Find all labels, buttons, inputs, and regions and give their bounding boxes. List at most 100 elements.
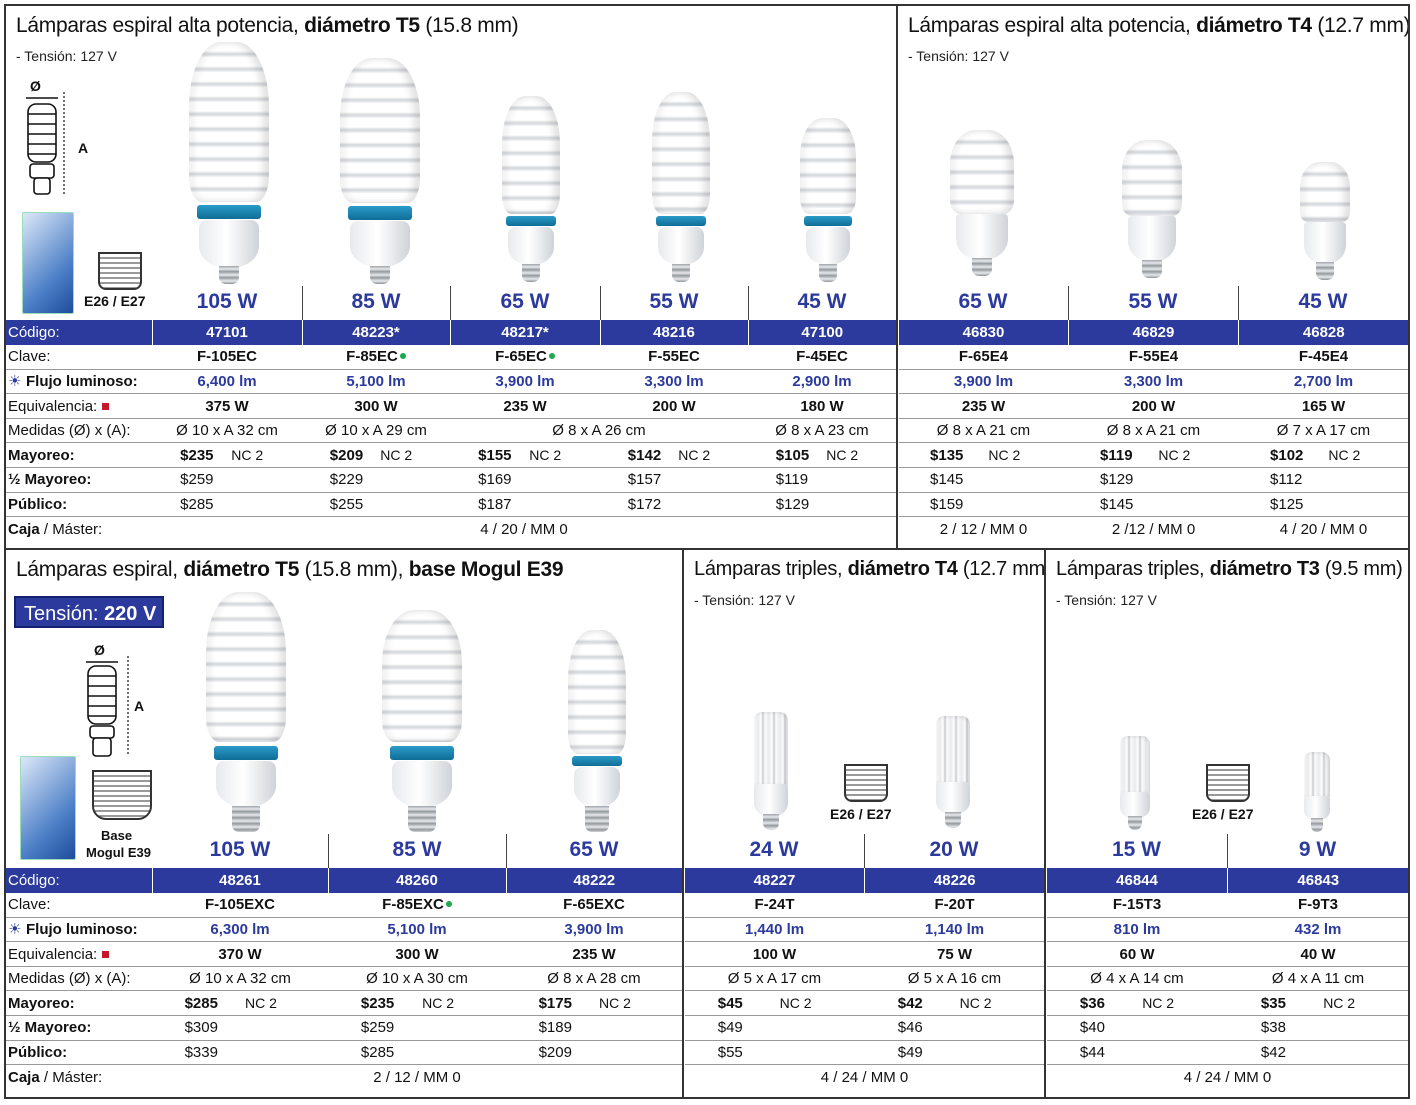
row-medio-mayoreo: $49 $46 (684, 1016, 1044, 1041)
dim-a-label: A (134, 698, 145, 714)
row-codigo: Código: 47101 48223* 48217* 48216 47100 (6, 320, 896, 345)
row-flujo: 3,900 lm 3,300 lm 2,700 lm (898, 369, 1408, 394)
dimension-pictogram: Ø A (80, 642, 150, 762)
row-equivalencia: 60 W 40 W (1046, 942, 1408, 967)
sun-icon: ☀ (8, 373, 22, 391)
panel-title: Lámparas espiral alta potencia, diámetro… (908, 14, 1410, 37)
lamp-image-55w (652, 92, 710, 286)
row-equivalencia: Equivalencia: 375 W 300 W 235 W 200 W 180 W (6, 394, 896, 419)
lamp-image-85w (340, 58, 420, 286)
panel-t4-alta-potencia: Lámparas espiral alta potencia, diámetro… (896, 4, 1410, 550)
dim-a-label: A (78, 140, 89, 156)
socket-e26-icon (98, 252, 142, 290)
spec-table: 46844 46843 F-15T3 F-9T3 810 lm 432 lm 60 W… (1046, 868, 1408, 1089)
row-equivalencia: 100 W 75 W (684, 942, 1044, 967)
dim-phi-label: Ø (30, 78, 41, 94)
row-equivalencia: 235 W 200 W 165 W (898, 394, 1408, 419)
tension-label: - Tensión: 127 V (694, 592, 795, 608)
panel-triples-t4: Lámparas triples, diámetro T4 (12.7 mm) … (682, 548, 1046, 1099)
row-mayoreo: Mayoreo: $285 NC 2 $235 NC 2 $175 NC 2 (6, 991, 682, 1016)
tension-label: - Tensión: 127 V (908, 48, 1009, 64)
row-mayoreo: $36 NC 2 $35 NC 2 (1046, 991, 1408, 1016)
lamp-image-65w (568, 630, 626, 838)
dim-phi-label: Ø (94, 642, 105, 658)
spec-table: Código: 47101 48223* 48217* 48216 47100 Clav… (6, 320, 896, 541)
panel-title: Lámparas espiral alta potencia, diámetro… (16, 14, 519, 37)
spec-table: Código: 48261 48260 48222 Clave: F-105EXC … (6, 868, 682, 1089)
socket-label: Mogul E39 (86, 845, 152, 860)
watt-label: 105 W (209, 838, 271, 861)
row-publico: $44 $42 (1046, 1040, 1408, 1065)
watt-label: 15 W (1111, 838, 1161, 861)
lamp-image-45w (800, 118, 856, 286)
row-publico: Público: $339 $285 $209 (6, 1040, 682, 1065)
watt-label: 55 W (1128, 290, 1178, 313)
row-mayoreo: Mayoreo: $235 NC 2 $209 NC 2 $155 NC 2 $142… (6, 443, 896, 468)
green-dot-icon (399, 353, 406, 360)
row-mayoreo: $45 NC 2 $42 NC 2 (684, 991, 1044, 1016)
spec-table: 48227 48226 F-24T F-20T 1,440 lm 1,140 lm 1… (684, 868, 1044, 1089)
dimension-pictogram: Ø A (20, 78, 90, 203)
row-flujo: 1,440 lm 1,140 lm (684, 917, 1044, 942)
row-codigo: 46844 46843 (1046, 868, 1408, 893)
watt-label: 105 W (196, 290, 258, 313)
row-publico: Público: $285 $255 $187 $172 $129 (6, 492, 896, 517)
lamp-image-24w (754, 712, 788, 834)
row-medio-mayoreo: $145 $129 $112 (898, 468, 1408, 493)
watt-label: 9 W (1298, 838, 1337, 861)
tension-label: - Tensión: 127 V (1056, 592, 1157, 608)
green-dot-icon (548, 353, 555, 360)
lamp-image-20w (936, 716, 970, 834)
row-medidas: Ø 4 x A 14 cm Ø 4 x A 11 cm (1046, 966, 1408, 991)
row-medidas: Medidas (Ø) x (A): Ø 10 x A 32 cm Ø 10 x … (6, 966, 682, 991)
tension-badge: Tensión: 220 V (14, 596, 164, 628)
socket-e26-icon (1206, 764, 1250, 802)
panel-triples-t3: Lámparas triples, diámetro T3 (9.5 mm) -… (1044, 548, 1410, 1099)
red-square-icon (102, 950, 110, 958)
row-caja: Caja / Máster: 4 / 20 / MM 0 (8, 520, 568, 538)
row-flujo: 810 lm 432 lm (1046, 917, 1408, 942)
row-equivalencia: Equivalencia: 370 W 300 W 235 W (6, 942, 682, 967)
socket-mogul-icon (92, 770, 152, 820)
panel-t5-alta-potencia: Lámparas espiral alta potencia, diámetro… (4, 4, 898, 550)
lamp-image-85w (382, 610, 462, 838)
row-codigo: Código: 48261 48260 48222 (6, 868, 682, 893)
spec-table: 46830 46829 46828 F-65E4 F-55E4 F-45E4 3,900… (898, 320, 1408, 541)
row-publico: $159 $145 $125 (898, 492, 1408, 517)
row-mayoreo: $135 NC 2 $119 NC 2 $102 NC 2 (898, 443, 1408, 468)
lamp-image-45w (1300, 162, 1350, 286)
sun-icon: ☀ (8, 921, 22, 939)
row-medio-mayoreo: ½ Mayoreo: $259 $229 $169 $157 $119 (6, 468, 896, 493)
tension-label: - Tensión: 127 V (16, 48, 117, 64)
watt-label: 55 W (649, 290, 699, 313)
watt-label: 85 W (351, 290, 401, 313)
row-medidas: Ø 8 x A 21 cm Ø 8 x A 21 cm Ø 7 x A 17 cm (898, 418, 1408, 443)
watt-label: 45 W (1298, 290, 1348, 313)
row-clave: Clave: F-105EC F-85EC F-65EC F-55EC F-45E… (6, 345, 896, 370)
socket-label: E26 / E27 (830, 806, 892, 822)
row-clave: F-24T F-20T (684, 893, 1044, 918)
lamp-image-65w (502, 96, 560, 286)
panel-title: Lámparas triples, diámetro T3 (9.5 mm) (1056, 558, 1403, 580)
product-box-image (22, 212, 74, 314)
lamp-image-55w (1122, 140, 1182, 286)
watt-label: 65 W (958, 290, 1008, 313)
row-caja: 4 / 24 / MM 0 (820, 1068, 909, 1086)
row-clave: Clave: F-105EXC F-85EXC F-65EXC (6, 893, 682, 918)
row-flujo: ☀ Flujo luminoso: 6,300 lm 5,100 lm 3,900 l… (6, 917, 682, 942)
socket-label: E26 / E27 (1192, 806, 1254, 822)
row-medidas: Medidas (Ø) x (A): Ø 10 x A 32 cm Ø 10 x … (6, 418, 896, 443)
lamp-image-15w (1120, 736, 1150, 834)
row-medio-mayoreo: ½ Mayoreo: $309 $259 $189 (6, 1016, 682, 1041)
row-codigo: 48227 48226 (684, 868, 1044, 893)
watt-label: 24 W (749, 838, 799, 861)
socket-label: E26 / E27 (84, 293, 146, 309)
row-caja: 4 / 24 / MM 0 (1183, 1068, 1272, 1086)
row-publico: $55 $49 (684, 1040, 1044, 1065)
panel-mogul-e39: Lámparas espiral, diámetro T5 (15.8 mm),… (4, 548, 684, 1099)
row-clave: F-65E4 F-55E4 F-45E4 (898, 345, 1408, 370)
row-medio-mayoreo: $40 $38 (1046, 1016, 1408, 1041)
panel-title: Lámparas triples, diámetro T4 (12.7 mm) (694, 558, 1046, 580)
row-codigo: 46830 46829 46828 (898, 320, 1408, 345)
